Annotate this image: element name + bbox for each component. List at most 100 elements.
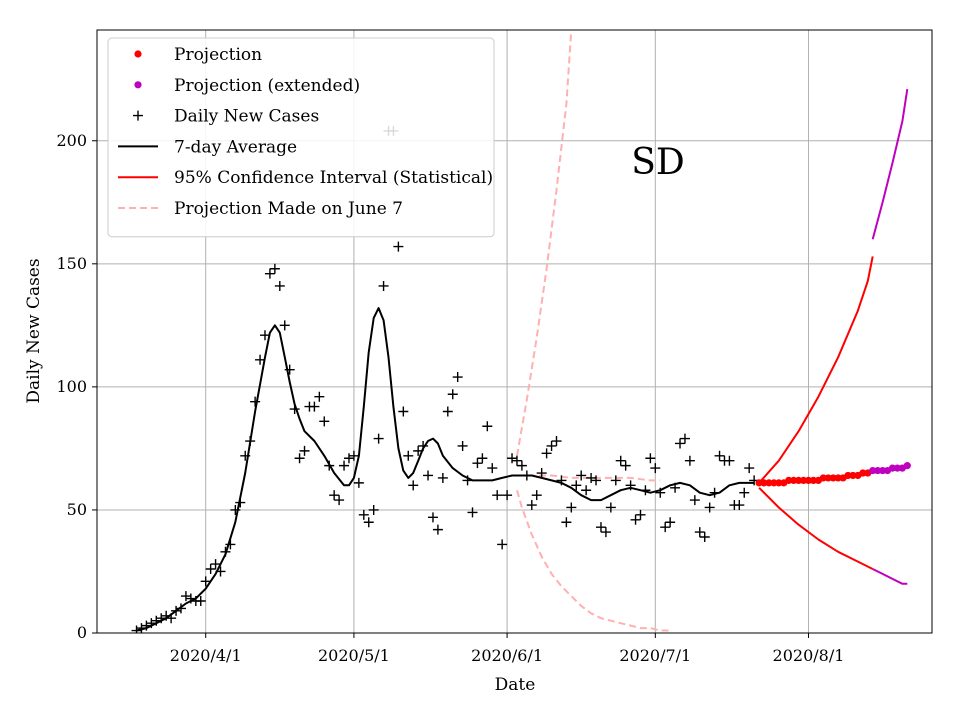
- daily-case-marker: [591, 475, 602, 486]
- y-tick-label: 100: [56, 377, 87, 396]
- projection-extended-point: [903, 462, 911, 470]
- legend-projection_extended-label: Projection (extended): [174, 76, 360, 96]
- projection-extended-point: [893, 464, 902, 472]
- june7-projection-center-line: [517, 474, 661, 482]
- projection-point: [760, 479, 768, 487]
- daily-case-marker: [210, 559, 221, 570]
- axis-ticks: 2020/4/1 2020/5/1 2020/6/1 2020/7/1 2020/8/1…: [56, 131, 844, 665]
- daily-case-marker: [650, 463, 661, 474]
- daily-case-marker: [724, 455, 735, 466]
- daily-case-marker: [442, 406, 453, 417]
- daily-case-marker: [368, 504, 379, 515]
- daily-case-marker: [452, 372, 463, 383]
- daily-case-marker: [684, 455, 695, 466]
- daily-case-marker: [427, 512, 438, 523]
- daily-case-marker: [378, 280, 389, 291]
- daily-case-marker: [309, 401, 320, 412]
- projection-point: [859, 469, 867, 477]
- daily-case-marker: [363, 517, 374, 528]
- x-tick-label: 2020/7/1: [619, 646, 691, 665]
- daily-case-marker: [561, 517, 572, 528]
- daily-case-marker: [255, 354, 266, 365]
- plot-frame: [96, 29, 933, 634]
- daily-case-marker: [477, 453, 488, 464]
- daily-case-marker: [180, 591, 191, 602]
- daily-case-marker: [566, 502, 577, 513]
- x-tick-label: 2020/5/1: [318, 646, 390, 665]
- daily-case-marker: [467, 507, 478, 518]
- projection-point: [804, 476, 813, 485]
- daily-case-marker: [314, 391, 325, 402]
- daily-case-marker: [516, 460, 527, 471]
- daily-case-marker: [299, 445, 310, 456]
- legend-projection-label: Projection: [174, 45, 262, 65]
- daily-case-marker: [348, 450, 359, 461]
- legend-projection_extended-marker: [134, 81, 142, 89]
- projection-point: [829, 474, 837, 482]
- x-axis-label: Date: [495, 675, 536, 695]
- projection-point: [844, 471, 852, 480]
- daily-case-marker: [329, 490, 340, 501]
- y-tick-label: 150: [56, 254, 87, 273]
- daily-case-marker: [403, 450, 414, 461]
- daily-case-marker: [581, 485, 592, 496]
- daily-case-marker: [492, 490, 503, 501]
- daily-case-marker: [274, 280, 285, 291]
- y-tick-label: 200: [56, 131, 87, 150]
- daily-case-marker: [531, 490, 542, 501]
- daily-case-marker: [645, 453, 656, 464]
- projection-point: [765, 479, 773, 487]
- projection-point: [819, 474, 827, 482]
- daily-case-marker: [497, 539, 508, 550]
- projection-point: [849, 471, 857, 480]
- y-tick-label: 50: [67, 500, 87, 519]
- daily-case-marker: [536, 468, 547, 479]
- june7-projection-lower-line: [516, 489, 671, 632]
- daily-case-marker: [195, 596, 206, 607]
- daily-case-marker: [423, 470, 434, 481]
- projection-point: [794, 476, 803, 485]
- daily-case-marker: [457, 440, 468, 451]
- daily-case-marker: [279, 320, 290, 331]
- daily-case-marker: [200, 576, 211, 587]
- daily-case-marker: [526, 500, 537, 511]
- daily-case-marker: [605, 502, 616, 513]
- projection-point: [790, 476, 798, 485]
- daily-case-marker: [487, 463, 498, 474]
- daily-case-marker: [339, 460, 350, 471]
- daily-case-marker: [373, 433, 384, 444]
- daily-case-marker: [630, 514, 641, 525]
- daily-case-marker: [714, 450, 725, 461]
- y-tick-label: 0: [77, 623, 87, 642]
- y-axis-label: Daily New Cases: [24, 258, 44, 403]
- daily-case-marker: [744, 463, 755, 474]
- projection-extended-point: [874, 466, 882, 475]
- legend-june7-label: Projection Made on June 7: [174, 199, 403, 219]
- daily-case-marker: [482, 421, 493, 432]
- legend-projection-marker: [134, 50, 142, 58]
- projection-point: [770, 479, 778, 487]
- x-tick-label: 2020/8/1: [773, 646, 845, 665]
- daily-case-marker: [447, 389, 458, 400]
- daily-case-marker: [269, 263, 280, 274]
- daily-case-marker: [571, 480, 582, 491]
- daily-case-marker: [675, 438, 686, 449]
- ci-lower-line: [758, 487, 874, 570]
- projection-point: [775, 479, 783, 487]
- region-annotation: SD: [631, 142, 685, 183]
- daily-case-marker: [358, 509, 369, 520]
- projection-point: [755, 479, 763, 487]
- legend-daily-label: Daily New Cases: [174, 107, 319, 127]
- projection-point: [809, 476, 818, 485]
- legend: Projection Projection (extended) Daily New…: [107, 37, 495, 238]
- daily-case-marker: [635, 509, 646, 520]
- projection-point: [785, 476, 793, 485]
- daily-case-marker: [472, 458, 483, 469]
- daily-case-marker: [739, 487, 750, 498]
- daily-case-marker: [610, 475, 621, 486]
- legend-box: [107, 37, 495, 238]
- daily-case-marker: [546, 440, 557, 451]
- daily-case-marker: [398, 406, 409, 417]
- daily-case-marker: [665, 517, 676, 528]
